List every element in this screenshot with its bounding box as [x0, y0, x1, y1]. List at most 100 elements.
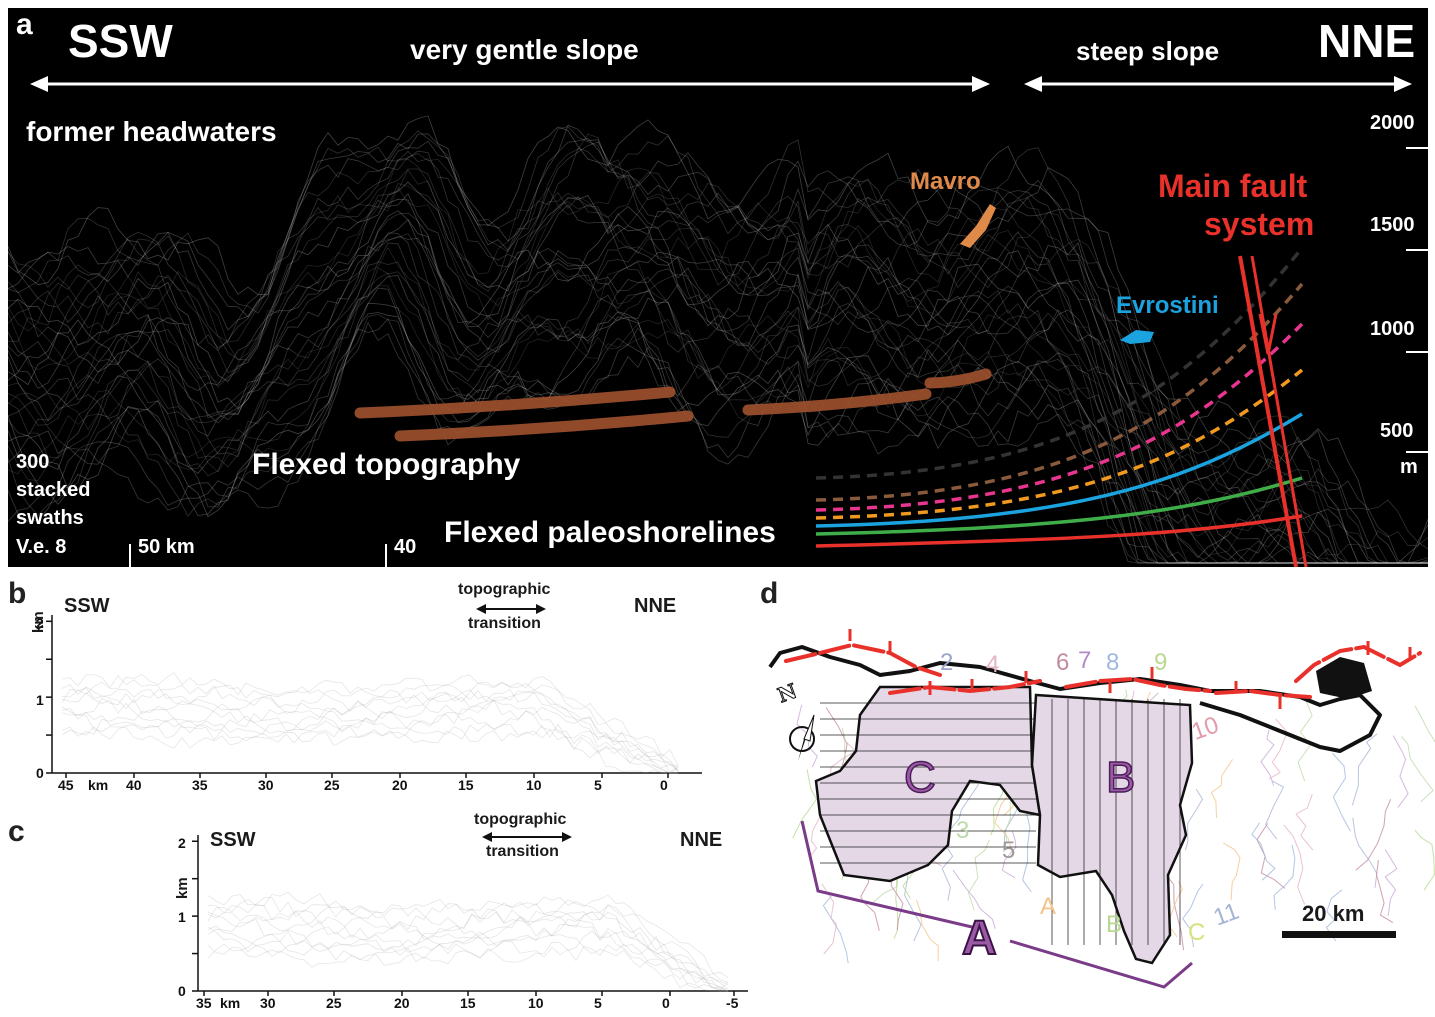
- elev-unit-label: m: [1400, 456, 1418, 478]
- panel-c-nne: NNE: [680, 829, 723, 851]
- direction-nne: NNE: [1318, 15, 1416, 67]
- elev-1500-label: 1500: [1370, 214, 1415, 236]
- panel-b-nne: NNE: [634, 595, 677, 617]
- drainage-channel: [792, 769, 818, 839]
- panel_b-profile-line: [61, 688, 678, 774]
- terrain-swath-line: [8, 212, 1428, 564]
- former-headwaters-label: former headwaters: [26, 116, 277, 147]
- mavro-outcrop: [960, 204, 996, 248]
- panel_b-profile-line: [61, 679, 679, 771]
- elev-2000-label: 2000: [1370, 112, 1415, 134]
- panel-b-transition-2: transition: [468, 615, 541, 632]
- panel-c-ssw: SSW: [210, 829, 256, 851]
- main-fault-label-line1: Main fault: [1158, 168, 1308, 204]
- panel_c-xtick-label: 5: [594, 995, 602, 1011]
- drainage-channel: [1161, 869, 1184, 951]
- terrain-swath-line: [8, 312, 1428, 564]
- panel_c-profile-line: [207, 909, 728, 992]
- scale-bar: [1282, 931, 1396, 938]
- terrain-swath-line: [8, 267, 1428, 564]
- terrain-swath-line: [8, 246, 1428, 564]
- terrain-swath-line: [8, 158, 1428, 564]
- steep-slope-label: steep slope: [1076, 36, 1220, 66]
- panel_b-xtick-label: 45: [58, 777, 74, 793]
- scale-bar-label: 20 km: [1302, 901, 1365, 926]
- flexed-topography-bar: [354, 386, 676, 419]
- basin-number-label: 7: [1078, 647, 1092, 674]
- terrain-swath-line: [8, 313, 1428, 564]
- drainage-channel: [967, 839, 990, 911]
- terrain-swath-line: [8, 126, 1428, 550]
- distance-50km-label: 50 km: [138, 536, 195, 558]
- coastal-dark-area: [1316, 657, 1372, 699]
- steep-slope-arrow-head-right: [1394, 76, 1412, 92]
- panel_b-xtick-label: 15: [458, 777, 474, 793]
- drainage-channel: [1392, 735, 1409, 808]
- panel-c-letter: c: [8, 815, 25, 848]
- drainage-map-graphic: [768, 629, 1435, 989]
- coastline: [768, 645, 1382, 753]
- panel-c-transition-head-right: [562, 832, 572, 842]
- panel-c-ytick-0: 0: [178, 983, 186, 999]
- panel-c-graphic: [192, 832, 748, 996]
- terrain-swath-line: [8, 302, 1428, 564]
- paleoshoreline-3: [815, 368, 1304, 520]
- panel_c-xtick-label: 15: [460, 995, 476, 1011]
- panel-b-letter: b: [8, 577, 27, 610]
- terrain-swath-line: [8, 236, 1428, 564]
- panel_b-xtick-label: 35: [192, 777, 208, 793]
- drainage-channel: [1414, 829, 1435, 891]
- panel_c-profile-line: [207, 896, 729, 990]
- panel_c-profile-line: [207, 904, 729, 986]
- swath-terrain-graphic: [8, 76, 1428, 567]
- drainage-channel: [1351, 733, 1378, 806]
- basin-number-label: C: [1188, 919, 1206, 946]
- panel_c-xtick-label: km: [220, 995, 241, 1011]
- panel-b-ssw: SSW: [64, 595, 110, 617]
- north-arrow-circle: [789, 726, 815, 752]
- drainage-channel: [1022, 810, 1032, 893]
- panel_b-xtick-label: 25: [324, 777, 340, 793]
- drainage-channel: [1251, 822, 1276, 881]
- panel-c-profile: c SSW NNE topographic transition km 2 1 …: [0, 805, 760, 1017]
- fault-trace: [784, 642, 942, 677]
- terrain-swath-line: [8, 183, 1428, 564]
- panel_c-xtick-label: 20: [394, 995, 410, 1011]
- drainage-channel: [1384, 849, 1398, 916]
- paleoshoreline-0: [815, 246, 1304, 480]
- drainage-channel: [822, 895, 849, 964]
- panel-c-transition-1: topographic: [474, 811, 567, 828]
- panel_c-xtick-label: -5: [726, 995, 739, 1011]
- fault-trace: [1214, 688, 1312, 699]
- drainage-channel: [916, 899, 939, 962]
- basin-number-label: 5: [1002, 837, 1016, 864]
- subbasin-b-label: B: [1105, 752, 1136, 803]
- vertical-exaggeration-label: V.e. 8: [16, 536, 67, 558]
- drainage-channel: [1265, 780, 1285, 840]
- drainage-channel: [860, 866, 880, 931]
- panel_c-profile-line: [207, 904, 729, 991]
- fault-trace: [888, 679, 1042, 695]
- panel_b-profile-line: [61, 687, 678, 774]
- north-arrow-needle-light: [803, 714, 815, 742]
- drainage-channel: [1295, 794, 1314, 851]
- panel_b-xtick-label: 40: [126, 777, 142, 793]
- panel-c-transition-2: transition: [486, 843, 559, 860]
- panel_b-xtick-label: km: [88, 777, 109, 793]
- main-fault-label-line2: system: [1204, 206, 1315, 242]
- flexed-topography-bar: [394, 410, 694, 442]
- flexed-topography-label: Flexed topography: [252, 448, 521, 481]
- paleoshoreline-6: [815, 514, 1303, 548]
- panel_b-profile-line: [61, 691, 678, 774]
- drainage-channel: [1332, 753, 1351, 832]
- panel-b-graphic: [46, 604, 702, 778]
- panel-c-ytick-2: 2: [178, 835, 186, 851]
- panel_c-profile-line: [207, 894, 729, 978]
- flexed-paleoshorelines-label: Flexed paleoshorelines: [444, 516, 776, 549]
- panel_c-profile-line: [207, 910, 728, 992]
- terrain-swath-line: [8, 272, 1428, 564]
- panel-d-map: d 2 4 6 7 8 9 10 3 5 11 A B C C B A 20 km N: [740, 575, 1435, 1017]
- terrain-swath-line: [8, 169, 1428, 564]
- terrain-swath-line: [8, 218, 1428, 564]
- terrain-swath-line: [8, 181, 1428, 564]
